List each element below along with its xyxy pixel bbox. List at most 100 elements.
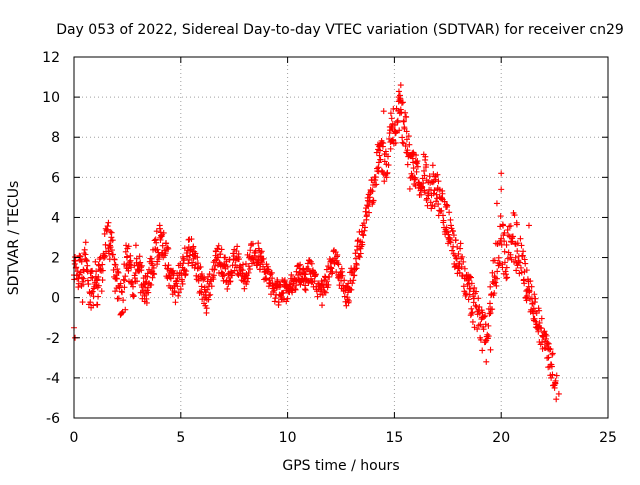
data-point bbox=[145, 289, 152, 296]
data-point bbox=[360, 232, 367, 239]
data-point bbox=[349, 280, 356, 287]
data-point bbox=[252, 248, 259, 255]
data-point bbox=[521, 280, 528, 287]
data-point bbox=[511, 212, 518, 219]
data-point bbox=[466, 291, 473, 298]
data-point bbox=[509, 233, 516, 240]
data-point bbox=[88, 289, 95, 296]
data-point bbox=[80, 267, 87, 274]
data-point bbox=[479, 347, 486, 354]
data-point bbox=[207, 291, 214, 298]
data-point bbox=[137, 259, 144, 266]
chart-title: Day 053 of 2022, Sidereal Day-to-day VTE… bbox=[56, 22, 624, 38]
data-point bbox=[89, 275, 96, 282]
data-point bbox=[358, 228, 365, 235]
data-point bbox=[526, 288, 533, 295]
data-point bbox=[501, 248, 508, 255]
data-point bbox=[461, 265, 468, 272]
data-point bbox=[132, 242, 139, 249]
data-point bbox=[476, 303, 483, 310]
data-point bbox=[541, 328, 548, 335]
data-point bbox=[376, 152, 383, 159]
data-point bbox=[549, 350, 556, 357]
data-point bbox=[387, 145, 394, 152]
data-point bbox=[107, 244, 114, 251]
data-point bbox=[217, 251, 224, 258]
y-tick-label: -2 bbox=[46, 331, 60, 347]
data-point bbox=[498, 170, 505, 177]
data-point bbox=[443, 224, 450, 231]
data-point bbox=[112, 261, 119, 268]
data-point bbox=[159, 242, 166, 249]
data-point bbox=[149, 274, 156, 281]
data-point bbox=[93, 268, 100, 275]
data-point bbox=[335, 261, 342, 268]
plot-frame bbox=[73, 56, 609, 419]
data-point bbox=[438, 207, 445, 214]
data-point bbox=[399, 134, 406, 141]
data-point bbox=[468, 274, 475, 281]
data-point bbox=[390, 136, 397, 143]
data-point bbox=[119, 289, 126, 296]
data-point bbox=[475, 295, 482, 302]
data-point bbox=[88, 304, 95, 311]
data-point bbox=[219, 271, 226, 278]
data-point bbox=[544, 355, 551, 362]
data-point bbox=[523, 267, 530, 274]
data-point bbox=[302, 271, 309, 278]
y-tick-label: 8 bbox=[51, 130, 60, 146]
data-point bbox=[419, 184, 426, 191]
data-point bbox=[518, 242, 525, 249]
data-point bbox=[249, 240, 256, 247]
data-point bbox=[513, 267, 520, 274]
data-series bbox=[71, 82, 562, 403]
data-point bbox=[396, 127, 403, 134]
data-point bbox=[109, 251, 116, 258]
data-point bbox=[201, 275, 208, 282]
data-point bbox=[380, 108, 387, 115]
data-point bbox=[206, 271, 213, 278]
data-point bbox=[482, 312, 489, 319]
data-point bbox=[198, 283, 205, 290]
data-point bbox=[503, 275, 510, 282]
grid bbox=[74, 57, 608, 418]
data-point bbox=[498, 186, 505, 193]
data-point bbox=[524, 292, 531, 299]
data-point bbox=[153, 228, 160, 235]
data-point bbox=[393, 129, 400, 136]
data-point bbox=[395, 94, 402, 101]
data-point bbox=[474, 326, 481, 333]
data-point bbox=[269, 275, 276, 282]
data-point bbox=[441, 198, 448, 205]
data-point bbox=[528, 283, 535, 290]
data-point bbox=[113, 275, 120, 282]
data-point bbox=[517, 264, 524, 271]
data-point bbox=[394, 117, 401, 124]
data-point bbox=[99, 267, 106, 274]
data-point bbox=[497, 213, 504, 220]
y-tick-labels: -6 -4 -2 0 2 4 6 8 10 12 bbox=[42, 50, 60, 427]
data-point bbox=[513, 221, 520, 228]
data-point bbox=[230, 250, 237, 257]
data-point bbox=[265, 266, 272, 273]
data-point bbox=[348, 286, 355, 293]
axis-ticks bbox=[73, 56, 609, 419]
data-point bbox=[480, 326, 487, 333]
data-point bbox=[473, 288, 480, 295]
data-point bbox=[420, 180, 427, 187]
data-point bbox=[120, 276, 127, 283]
data-point bbox=[87, 299, 94, 306]
data-point bbox=[421, 189, 428, 196]
data-point bbox=[239, 267, 246, 274]
data-point bbox=[392, 139, 399, 146]
data-point bbox=[460, 283, 467, 290]
data-point bbox=[357, 250, 364, 257]
y-tick-label: 10 bbox=[42, 90, 60, 106]
data-point bbox=[364, 197, 371, 204]
data-point bbox=[412, 182, 419, 189]
data-point bbox=[423, 161, 430, 168]
data-point bbox=[536, 307, 543, 314]
data-point bbox=[551, 384, 558, 391]
data-point bbox=[412, 175, 419, 182]
